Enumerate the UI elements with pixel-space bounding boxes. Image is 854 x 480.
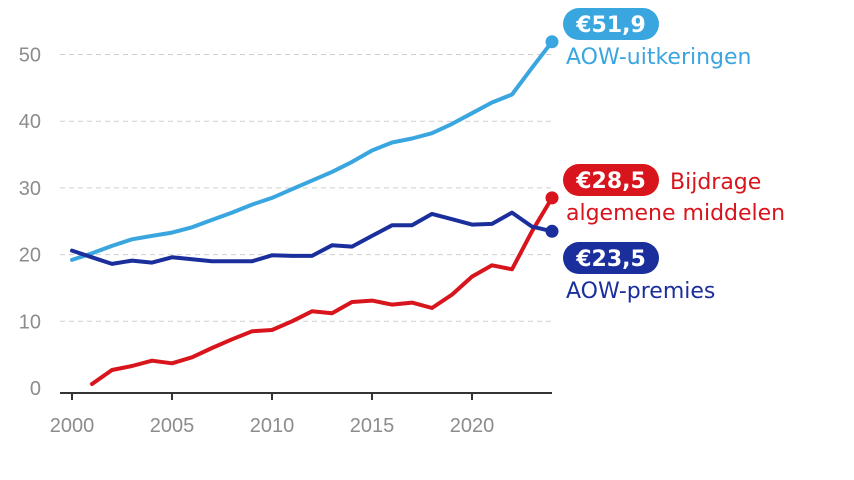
x-tick-label-2020: 2020 — [450, 415, 495, 437]
value-badge-text-bijdrage: €28,5 — [575, 169, 646, 194]
axes: 0 10 20 30 40 50 2000 2005 2010 2015 2020 — [19, 45, 552, 437]
series-line-uitkeringen — [70, 39, 554, 262]
series-labels: €51,9 AOW-uitkeringen €28,5 Bijdrage algemen… — [563, 8, 785, 304]
series-label-bijdrage-line-2: algemene middelen — [566, 201, 785, 226]
series-line-bijdrage — [90, 195, 554, 386]
data-point-bijdrage-2024 — [545, 191, 559, 205]
series-line-premies — [70, 210, 554, 266]
y-tick-label-40: 40 — [19, 111, 41, 133]
x-tick-label-2015: 2015 — [350, 415, 395, 437]
y-tick-label-50: 50 — [19, 45, 41, 67]
value-badge-bijdrage — [563, 164, 659, 196]
y-tick-label-10: 10 — [19, 311, 41, 333]
value-badge-premies — [563, 242, 659, 274]
value-badge-text-premies: €23,5 — [575, 247, 646, 272]
x-tick-label-2010: 2010 — [250, 415, 295, 437]
x-tick-label-2000: 2000 — [50, 415, 95, 437]
x-tick-label-2005: 2005 — [150, 415, 195, 437]
series-label-bijdrage-line-1: Bijdrage — [670, 170, 761, 195]
value-badge-uitkeringen — [563, 8, 659, 40]
series-label-uitkeringen: AOW-uitkeringen — [566, 45, 752, 70]
value-badge-text-uitkeringen: €51,9 — [575, 13, 646, 38]
data-point-premies-2024 — [545, 224, 559, 238]
y-tick-label-0: 0 — [30, 378, 41, 400]
y-tick-label-20: 20 — [19, 245, 41, 267]
series-label-premies: AOW-premies — [566, 279, 715, 304]
grid — [60, 54, 552, 322]
data-point-uitkeringen-2024 — [545, 35, 559, 49]
y-tick-label-30: 30 — [19, 178, 41, 200]
series-lines — [70, 35, 559, 386]
